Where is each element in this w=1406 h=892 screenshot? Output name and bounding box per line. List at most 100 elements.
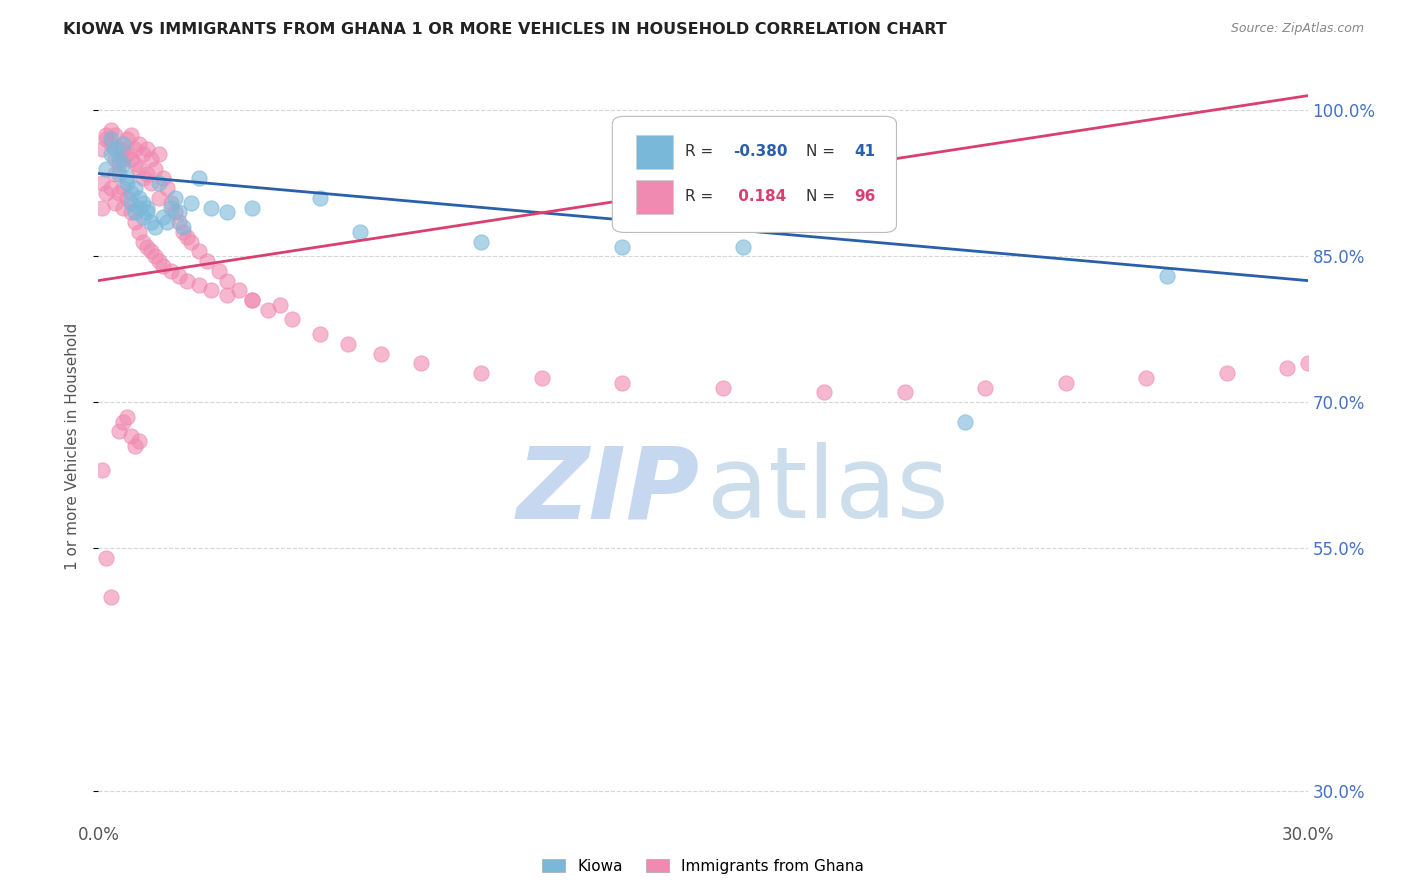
Point (132, 235, 155, 249)
Point (180, 235, 202, 249)
Point (103, 195, 125, 210)
Point (120, 205, 142, 219)
Point (143, 220, 166, 235)
Point (1135, 371, 1157, 385)
Point (100, 147, 122, 161)
Point (217, 274, 239, 288)
Point (152, 171, 174, 186)
Point (100, 181, 122, 195)
Point (733, 239, 755, 253)
Point (1296, 356, 1319, 370)
Point (91, 142, 114, 156)
Point (111, 415, 134, 429)
Point (96, 128, 118, 142)
Point (107, 425, 129, 439)
Point (103, 142, 125, 156)
Point (167, 205, 190, 219)
Point (96, 132, 118, 146)
Point (115, 132, 138, 146)
Y-axis label: 1 or more Vehicles in Household: 1 or more Vehicles in Household (65, 322, 80, 570)
Point (309, 327, 332, 342)
Text: Source: ZipAtlas.com: Source: ZipAtlas.com (1230, 22, 1364, 36)
Point (195, 254, 218, 268)
Point (120, 128, 142, 142)
Point (139, 215, 162, 229)
Point (132, 171, 155, 186)
Point (107, 186, 129, 200)
Point (135, 142, 157, 156)
Point (135, 201, 157, 215)
Point (107, 167, 129, 181)
Point (111, 152, 134, 166)
Point (1156, 268, 1178, 283)
Text: 96: 96 (855, 189, 876, 204)
Point (132, 147, 155, 161)
Point (100, 137, 122, 152)
Point (128, 161, 150, 176)
Point (160, 201, 183, 215)
Point (893, 385, 915, 400)
Point (240, 293, 263, 307)
Point (132, 195, 155, 210)
Point (176, 274, 198, 288)
Point (115, 176, 138, 190)
Point (139, 152, 162, 166)
Point (120, 429, 142, 443)
Point (91, 463, 114, 477)
Point (115, 147, 138, 161)
Text: N =: N = (806, 189, 839, 204)
Point (111, 201, 134, 215)
Point (160, 195, 183, 210)
Point (269, 298, 291, 312)
Point (470, 235, 492, 249)
Point (103, 128, 125, 142)
Point (217, 288, 239, 302)
Point (111, 142, 134, 156)
Legend: Kiowa, Immigrants from Ghana: Kiowa, Immigrants from Ghana (536, 853, 870, 880)
Point (120, 152, 142, 166)
Point (1277, 361, 1299, 376)
Text: R =: R = (685, 189, 718, 204)
Point (148, 176, 170, 190)
Point (111, 137, 134, 152)
Point (111, 181, 134, 195)
Point (124, 439, 146, 453)
Point (974, 381, 997, 395)
Point (100, 122, 122, 136)
Point (160, 264, 183, 278)
Point (188, 171, 211, 186)
Point (143, 161, 166, 176)
Point (115, 171, 138, 186)
Point (349, 225, 371, 239)
Point (120, 195, 142, 210)
Point (111, 157, 134, 171)
Point (208, 264, 231, 278)
Point (172, 220, 194, 235)
Point (337, 336, 360, 351)
Point (128, 201, 150, 215)
Point (132, 211, 155, 225)
Bar (637, 135, 672, 169)
Text: KIOWA VS IMMIGRANTS FROM GHANA 1 OR MORE VEHICLES IN HOUSEHOLD CORRELATION CHART: KIOWA VS IMMIGRANTS FROM GHANA 1 OR MORE… (63, 22, 948, 37)
Point (139, 244, 162, 259)
Point (115, 409, 138, 424)
Point (124, 142, 146, 156)
Point (1216, 366, 1239, 380)
Point (200, 283, 222, 297)
Point (409, 356, 432, 370)
Point (148, 191, 170, 205)
Text: 41: 41 (855, 145, 876, 160)
Point (612, 239, 634, 253)
Point (128, 191, 150, 205)
Point (530, 371, 553, 385)
Point (180, 195, 202, 210)
Point (176, 229, 198, 244)
Point (107, 157, 129, 171)
Point (1054, 376, 1077, 390)
Text: N =: N = (806, 145, 839, 160)
Point (370, 346, 392, 360)
Point (953, 415, 976, 429)
Point (256, 302, 278, 317)
Point (128, 137, 150, 152)
Point (148, 147, 170, 161)
